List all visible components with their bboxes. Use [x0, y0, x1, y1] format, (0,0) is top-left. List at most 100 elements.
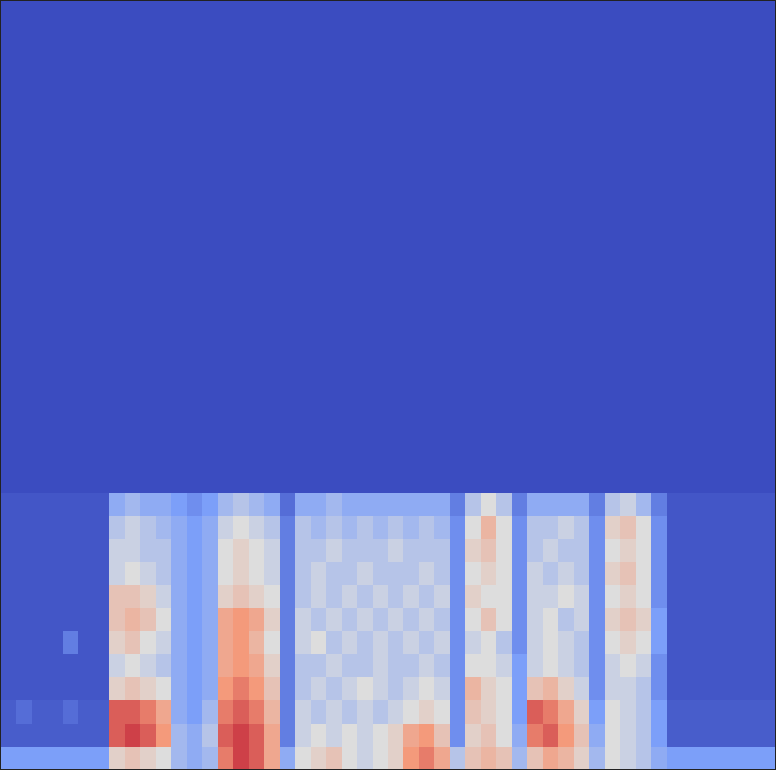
heatmap-cell	[527, 700, 543, 724]
heatmap-cell	[63, 723, 79, 747]
heatmap-cell	[171, 493, 187, 517]
heatmap-cell	[636, 677, 652, 701]
heatmap-cell	[78, 677, 94, 701]
heatmap-cell	[264, 516, 280, 540]
heatmap-cell	[187, 516, 203, 540]
heatmap-cell	[47, 608, 63, 632]
heatmap-cell	[264, 700, 280, 724]
heatmap-cell	[311, 631, 327, 655]
heatmap-cell	[496, 677, 512, 701]
heatmap-cell	[94, 562, 110, 586]
heatmap-cell	[109, 608, 125, 632]
heatmap-cell	[202, 539, 218, 563]
heatmap-cell	[682, 654, 698, 678]
heatmap-cell	[32, 700, 48, 724]
heatmap-cell	[760, 654, 775, 678]
heatmap-cell	[636, 608, 652, 632]
heatmap-cell	[620, 700, 636, 724]
heatmap-cell	[187, 493, 203, 517]
heatmap-cell	[388, 585, 404, 609]
heatmap-cell	[589, 539, 605, 563]
heatmap-cell	[744, 608, 760, 632]
heatmap-cell	[620, 1, 636, 493]
heatmap-cell	[373, 539, 389, 563]
heatmap-cell	[373, 631, 389, 655]
heatmap-cell	[156, 585, 172, 609]
heatmap-cell	[713, 631, 729, 655]
heatmap-cell	[373, 562, 389, 586]
heatmap-cell	[605, 723, 621, 747]
heatmap-cell	[729, 1, 745, 493]
heatmap-cell	[326, 700, 342, 724]
heatmap-cell	[496, 608, 512, 632]
heatmap-cell	[295, 654, 311, 678]
heatmap-cell	[280, 654, 296, 678]
heatmap-cell	[388, 631, 404, 655]
heatmap-cell	[47, 585, 63, 609]
heatmap-cell	[403, 677, 419, 701]
heatmap-cell	[589, 677, 605, 701]
heatmap-cell	[171, 631, 187, 655]
heatmap-cell	[342, 700, 358, 724]
heatmap-cell	[125, 631, 141, 655]
heatmap-cell	[496, 654, 512, 678]
heatmap-cell	[78, 631, 94, 655]
heatmap-cell	[589, 493, 605, 517]
heatmap-cell	[1, 516, 17, 540]
heatmap-cell	[682, 585, 698, 609]
heatmap-cell	[202, 562, 218, 586]
heatmap-cell	[280, 723, 296, 747]
heatmap-cell	[16, 746, 32, 769]
heatmap-cell	[729, 700, 745, 724]
heatmap-cell	[558, 677, 574, 701]
heatmap-cell	[295, 723, 311, 747]
heatmap-cell	[620, 516, 636, 540]
heatmap-cell	[574, 677, 590, 701]
heatmap-cell	[295, 1, 311, 493]
heatmap-cell	[156, 493, 172, 517]
heatmap-cell	[636, 631, 652, 655]
heatmap-cell	[527, 746, 543, 769]
heatmap-cell	[373, 723, 389, 747]
heatmap-cell	[171, 562, 187, 586]
heatmap-cell	[729, 608, 745, 632]
heatmap-cell	[125, 700, 141, 724]
heatmap-cell	[744, 677, 760, 701]
heatmap-cell	[125, 585, 141, 609]
heatmap-cell	[249, 700, 265, 724]
heatmap-cell	[527, 608, 543, 632]
heatmap-cell	[140, 539, 156, 563]
heatmap-cell	[388, 539, 404, 563]
heatmap-cell	[496, 539, 512, 563]
heatmap-cell	[651, 539, 667, 563]
heatmap-cell	[620, 746, 636, 769]
heatmap-cell	[605, 608, 621, 632]
heatmap-cell	[574, 631, 590, 655]
heatmap-cell	[218, 539, 234, 563]
heatmap-cell	[527, 516, 543, 540]
heatmap-cell	[280, 746, 296, 769]
heatmap-cell	[589, 631, 605, 655]
heatmap-cell	[249, 539, 265, 563]
heatmap-cell	[357, 539, 373, 563]
heatmap-cell	[729, 631, 745, 655]
heatmap-cell	[202, 677, 218, 701]
heatmap-cell	[574, 1, 590, 493]
heatmap-cell	[1, 585, 17, 609]
heatmap-cell	[1, 493, 17, 517]
heatmap-cell	[651, 700, 667, 724]
heatmap-cell	[760, 746, 775, 769]
heatmap-cell	[357, 562, 373, 586]
heatmap-cell	[729, 493, 745, 517]
heatmap-cell	[512, 1, 528, 493]
heatmap-cell	[264, 1, 280, 493]
heatmap-cell	[682, 746, 698, 769]
heatmap-cell	[280, 608, 296, 632]
heatmap-cell	[589, 723, 605, 747]
heatmap-cell	[543, 516, 559, 540]
heatmap-cell	[403, 746, 419, 769]
heatmap-cell	[342, 516, 358, 540]
heatmap-cell	[434, 723, 450, 747]
heatmap-cell	[403, 585, 419, 609]
heatmap-cell	[682, 700, 698, 724]
